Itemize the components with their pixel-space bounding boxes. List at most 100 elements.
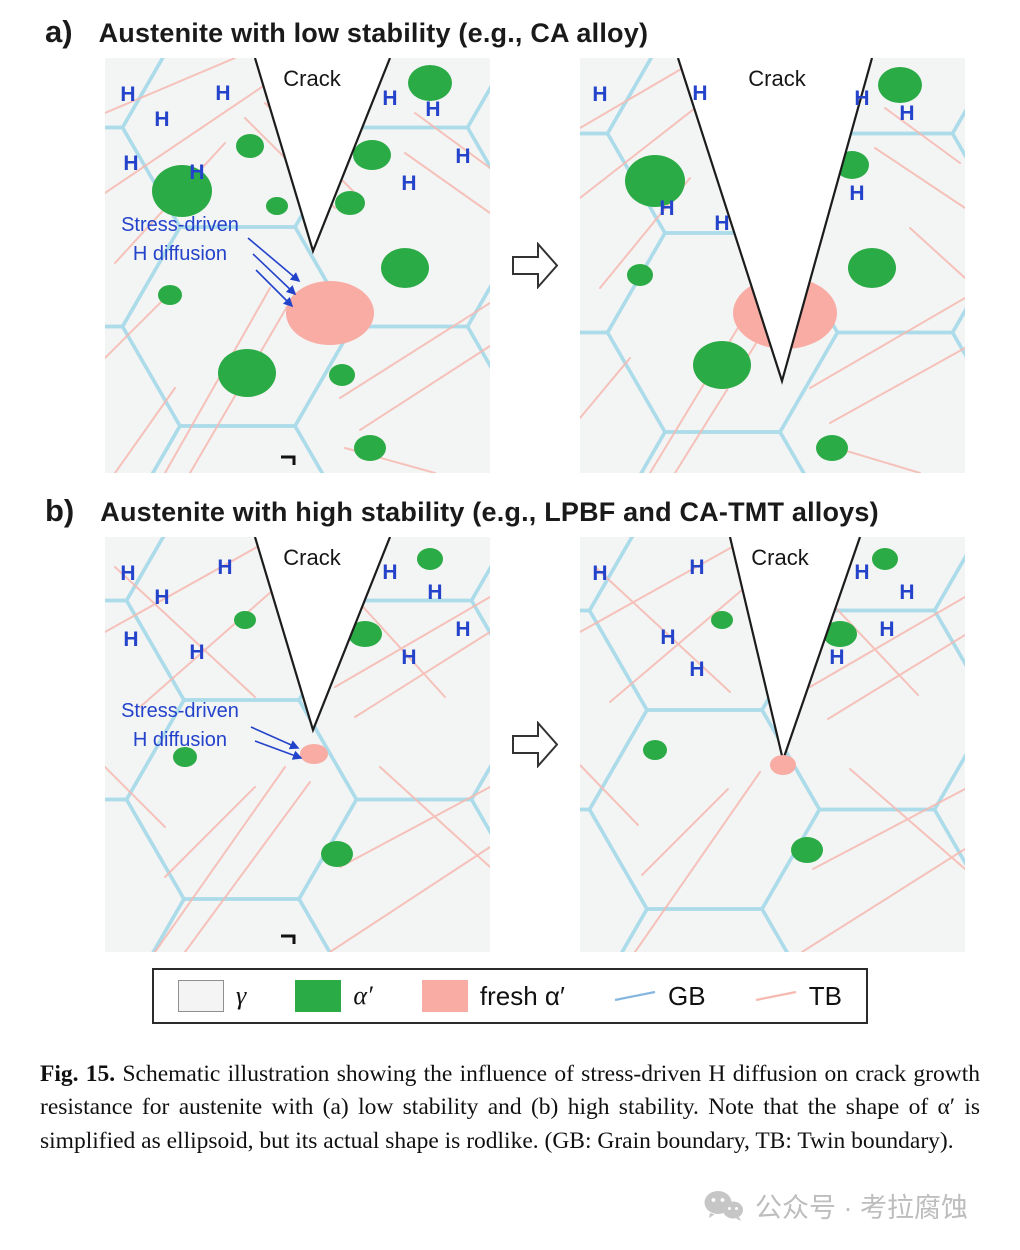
alpha-prime-ellipse: [408, 65, 452, 101]
figure-caption: Fig. 15. Schematic illustration showing …: [40, 1058, 980, 1158]
hydrogen-atom-label: H: [854, 87, 869, 110]
legend-label: α′: [353, 981, 373, 1010]
alpha-prime-ellipse: [816, 435, 848, 461]
corner-mark: [281, 934, 296, 944]
alpha-prime-ellipse: [381, 248, 429, 288]
crack-label: Crack: [751, 545, 809, 570]
alpha-prime-ellipse: [693, 341, 751, 389]
hydrogen-atom-label: H: [427, 581, 442, 604]
legend-swatch: [295, 980, 342, 1012]
fresh-alpha-prime-ellipse: [300, 744, 328, 764]
stress-diffusion-label: Stress-driven: [121, 214, 239, 236]
hydrogen-atom-label: H: [120, 562, 135, 585]
panel-b-label: b): [45, 493, 75, 528]
crack-label: Crack: [748, 66, 806, 91]
hydrogen-atom-label: H: [849, 182, 864, 205]
alpha-prime-ellipse: [173, 747, 197, 767]
hydrogen-atom-label: H: [455, 618, 470, 641]
hydrogen-atom-label: H: [215, 82, 230, 105]
hydrogen-atom-label: H: [829, 646, 844, 669]
hydrogen-atom-label: H: [592, 562, 607, 585]
alpha-prime-ellipse: [417, 548, 443, 570]
watermark-text: 公众号 · 考拉腐蚀: [755, 1193, 968, 1223]
stress-diffusion-label: Stress-driven: [121, 700, 239, 722]
watermark: 公众号 · 考拉腐蚀: [703, 1186, 968, 1225]
panel-a-title: Austenite with low stability (e.g., CA a…: [98, 18, 649, 48]
hydrogen-atom-label: H: [401, 646, 416, 669]
crack-label: Crack: [283, 545, 341, 570]
alpha-prime-ellipse: [791, 837, 823, 863]
crack-label: Crack: [283, 66, 341, 91]
alpha-prime-ellipse: [353, 140, 391, 170]
hydrogen-atom-label: H: [154, 108, 169, 131]
diffusion-arrow: [250, 726, 300, 750]
hydrogen-atom-label: H: [659, 197, 674, 220]
alpha-prime-ellipse: [158, 285, 182, 305]
alpha-prime-ellipse: [266, 197, 288, 215]
hydrogen-atom-label: H: [123, 628, 138, 651]
legend-swatch: [421, 980, 468, 1012]
legend: γ α′ fresh α′ GB TB: [152, 968, 868, 1024]
diffusion-arrow: [254, 740, 303, 760]
legend-item-gb: GB: [614, 981, 706, 1012]
alpha-prime-ellipse: [329, 364, 355, 386]
legend-item-fresh: fresh α′: [421, 980, 565, 1012]
diagram-a-low-stability-after: H H H H H H H Crack: [260, 0, 1020, 832]
legend-label: TB: [808, 980, 842, 1011]
hydrogen-atom-label: H: [854, 561, 869, 584]
right-arrow-icon: [512, 721, 558, 768]
alpha-prime-ellipse: [711, 611, 733, 629]
crack-shape: [253, 536, 392, 734]
hydrogen-atom-label: H: [189, 641, 204, 664]
hydrogen-atom-label: H: [899, 102, 914, 125]
hydrogen-atom-label: H: [123, 152, 138, 175]
alpha-prime-ellipse: [321, 841, 353, 867]
transition-arrow-a: [490, 58, 580, 473]
right-arrow-icon: [512, 242, 558, 289]
hydrogen-atom-label: H: [189, 161, 204, 184]
hydrogen-atom-label: H: [401, 172, 416, 195]
alpha-prime-ellipse: [643, 740, 667, 760]
hydrogen-atom-label: H: [120, 83, 135, 106]
diffusion-arrow: [247, 237, 301, 283]
hydrogen-atom-label: H: [382, 561, 397, 584]
panel-b-header: b) Austenite with high stability (e.g., …: [45, 473, 1020, 529]
diagram-a-low-stability-before: H H H H H H H H H Crack Stress-driven H diffusion: [0, 0, 700, 826]
diagram-b-high-stability-after: H H H H H H H H Crack: [242, 210, 1020, 1250]
alpha-prime-ellipse: [354, 435, 386, 461]
legend-item-: α′: [295, 980, 373, 1012]
alpha-prime-ellipse: [625, 155, 685, 207]
panel-a-diagrams: H H H H H H H H H Crack Stress-driven H diffusion H…: [0, 0, 1020, 832]
alpha-prime-ellipse: [848, 248, 896, 288]
alpha-prime-ellipse: [335, 191, 365, 215]
fresh-alpha-prime-ellipse: [770, 755, 796, 775]
diagram-b-high-stability-before: H H H H H H H H H Crack Stress-driven H diffusion: [0, 200, 704, 1250]
hydrogen-atom-label: H: [879, 618, 894, 641]
caption-label: Fig. 15.: [40, 1061, 116, 1087]
hydrogen-atom-label: H: [660, 626, 675, 649]
hydrogen-atom-label: H: [455, 145, 470, 168]
legend-line: [614, 990, 656, 1002]
alpha-prime-ellipse: [152, 165, 212, 217]
crack-shape: [676, 57, 874, 385]
stress-diffusion-label: H diffusion: [133, 729, 227, 751]
legend-label: fresh α′: [479, 980, 565, 1011]
hydrogen-atom-label: H: [425, 98, 440, 121]
hydrogen-atom-label: H: [154, 586, 169, 609]
hydrogen-atom-label: H: [217, 556, 232, 579]
alpha-prime-ellipse: [627, 264, 653, 286]
hydrogen-atom-label: H: [689, 556, 704, 579]
alpha-prime-ellipse: [878, 67, 922, 103]
legend-item-: γ: [178, 980, 246, 1012]
alpha-prime-ellipse: [218, 349, 276, 397]
transition-arrow-b: [490, 537, 580, 952]
panel-b-title: Austenite with high stability (e.g., LPB…: [100, 497, 879, 527]
alpha-prime-ellipse: [236, 134, 264, 158]
alpha-prime-ellipse: [348, 621, 382, 647]
stress-diffusion-label: H diffusion: [133, 243, 227, 265]
